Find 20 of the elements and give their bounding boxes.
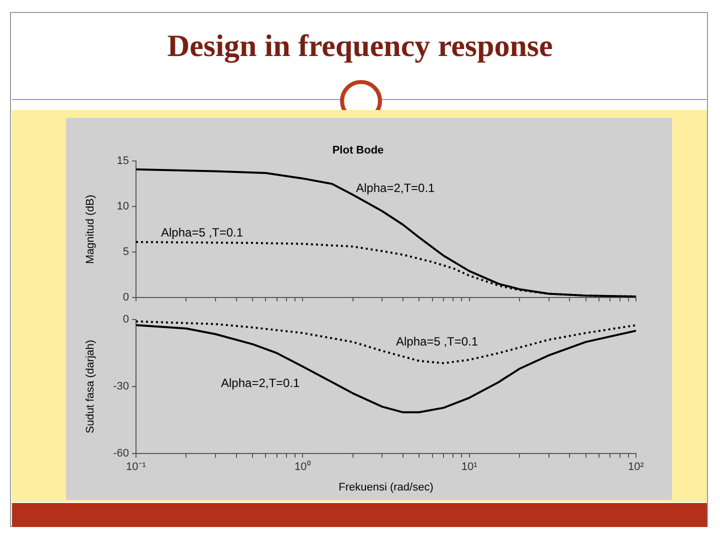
y-axis-title: Magnitud (dB) <box>84 194 97 264</box>
y-tick-label: -60 <box>113 448 129 460</box>
x-tick-label: 10⁰ <box>294 460 311 474</box>
y-tick-label: 10 <box>116 200 129 213</box>
y-axis-title: Sudut fasa (darjah) <box>84 340 97 434</box>
y-tick-label: -30 <box>113 380 129 393</box>
annotation: Alpha=2,T=0.1 <box>221 376 300 390</box>
x-tick-label: 10¹ <box>461 461 478 474</box>
annotation: Alpha=5 ,T=0.1 <box>161 226 244 240</box>
x-tick-label: 10² <box>628 461 644 474</box>
annotation: Alpha=5 ,T=0.1 <box>396 334 478 349</box>
y-tick-label: 0 <box>122 291 129 304</box>
x-axis-title: Frekuensi (rad/sec) <box>338 481 434 494</box>
x-tick-label: 10⁻¹ <box>126 461 146 474</box>
y-tick-label: 0 <box>122 314 129 326</box>
y-tick-label: 5 <box>122 246 129 258</box>
chart-subtitle: Plot Bode <box>332 144 384 157</box>
y-tick-label: 15 <box>116 155 129 168</box>
chart-title: Design in frequency response <box>166 28 554 64</box>
annotation: Alpha=2,T=0.1 <box>356 180 436 195</box>
